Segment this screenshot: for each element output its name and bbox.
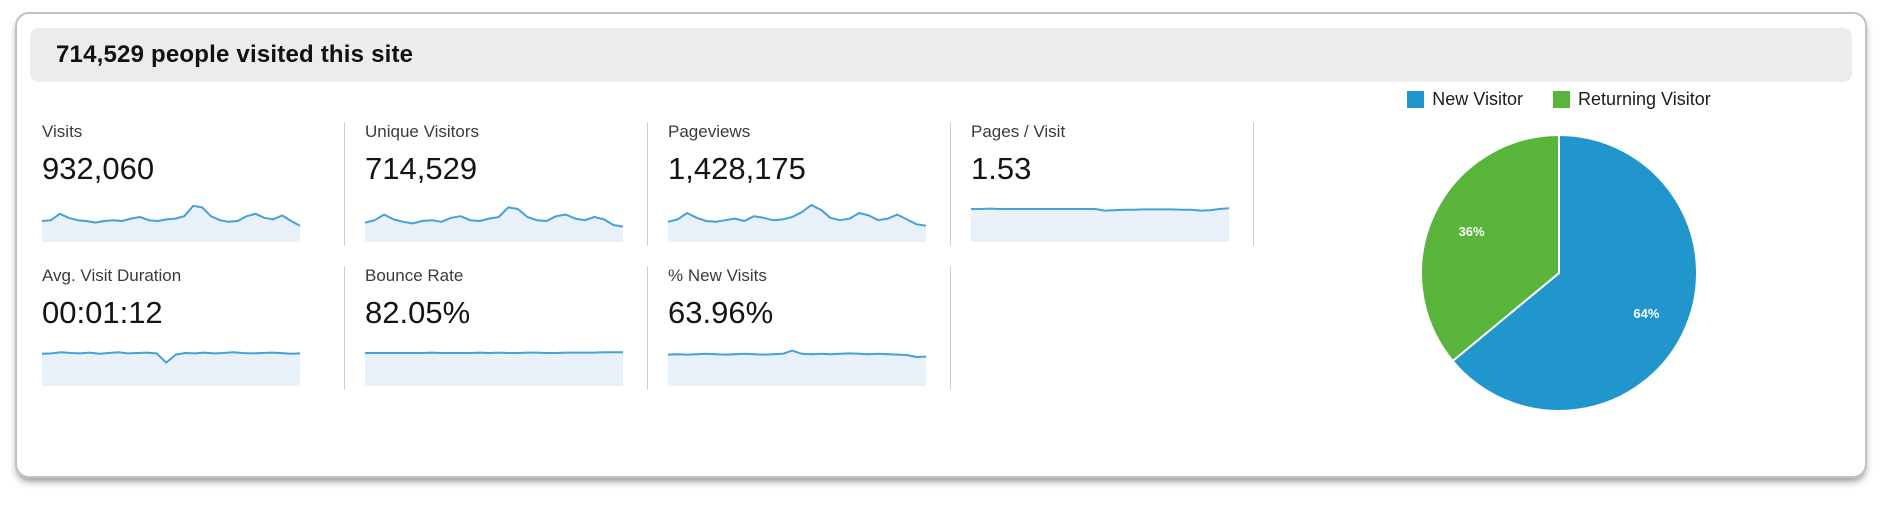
metric-bounce-rate[interactable]: Bounce Rate 82.05% (345, 266, 648, 390)
metrics-row-2: Avg. Visit Duration 00:01:12 Bounce Rate 82… (42, 266, 1257, 390)
metric-unique-visitors[interactable]: Unique Visitors 714,529 (345, 122, 648, 246)
visitor-type-chart-section: New Visitor Returning Visitor 64% 36% (1279, 88, 1839, 419)
metric-value: 82.05% (365, 295, 471, 330)
metric-sparkline (365, 351, 623, 386)
metric-label: Visits (42, 122, 83, 141)
metric-label: % New Visits (668, 266, 767, 285)
new-visitor-swatch-icon (1407, 90, 1425, 108)
legend-label: New Visitor (1432, 88, 1523, 109)
analytics-overview-card: 714,529 people visited this site Visits 9… (15, 12, 1867, 478)
metric-value: 63.96% (668, 295, 774, 330)
metrics-row-1: Visits 932,060 Unique Visitors 714,529 Pagev… (42, 122, 1257, 246)
summary-header-bar: 714,529 people visited this site (30, 28, 1852, 82)
metric-value: 932,060 (42, 151, 155, 186)
metric-avg-visit-duration[interactable]: Avg. Visit Duration 00:01:12 (42, 266, 345, 390)
metric-sparkline (668, 349, 926, 386)
summary-title: 714,529 people visited this site (56, 41, 414, 68)
metric-sparkline (365, 206, 623, 242)
pie-slice-returning-visitor[interactable] (1420, 133, 1560, 363)
metric-label: Pages / Visit (971, 122, 1066, 141)
metric-sparkline (668, 204, 926, 242)
metric-new-visits[interactable]: % New Visits 63.96% (648, 266, 951, 390)
visitor-type-pie-chart: 64% 36% (1418, 132, 1700, 419)
legend-item-returning-visitor[interactable]: Returning Visitor (1552, 88, 1711, 110)
pie-legend: New Visitor Returning Visitor (1407, 88, 1711, 110)
pie-slice-percentage-label: 64% (1633, 306, 1659, 321)
metrics-grid: Visits 932,060 Unique Visitors 714,529 Pagev… (42, 122, 1257, 410)
metric-label: Bounce Rate (365, 266, 464, 285)
pie-slice-percentage-label: 36% (1459, 224, 1485, 239)
metric-value: 714,529 (365, 151, 478, 186)
metric-value: 1.53 (971, 151, 1032, 186)
metric-visits[interactable]: Visits 932,060 (42, 122, 345, 246)
metric-pageviews[interactable]: Pageviews 1,428,175 (648, 122, 951, 246)
legend-label: Returning Visitor (1577, 88, 1711, 109)
metric-label: Avg. Visit Duration (42, 266, 182, 285)
metric-label: Pageviews (668, 122, 751, 141)
metric-label: Unique Visitors (365, 122, 480, 141)
metric-pages-visit[interactable]: Pages / Visit 1.53 (951, 122, 1254, 246)
returning-visitor-swatch-icon (1552, 90, 1570, 108)
legend-item-new-visitor[interactable]: New Visitor (1407, 89, 1523, 110)
metric-value: 00:01:12 (42, 295, 163, 330)
metric-sparkline (42, 204, 300, 242)
pie-slice-new-visitor[interactable] (1451, 133, 1698, 412)
metric-sparkline (42, 351, 300, 386)
metric-sparkline (971, 207, 1229, 242)
metric-value: 1,428,175 (668, 151, 806, 186)
